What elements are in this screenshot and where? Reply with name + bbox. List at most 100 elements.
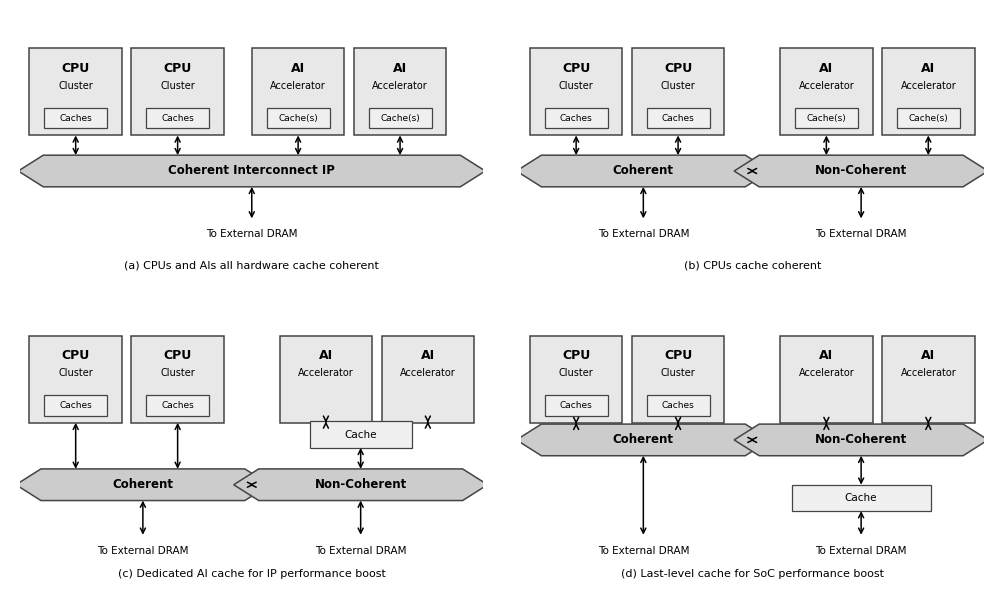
Text: Cache(s): Cache(s) — [380, 113, 419, 122]
Text: Cluster: Cluster — [559, 368, 593, 378]
Bar — [44, 107, 107, 128]
Text: Accelerator: Accelerator — [900, 81, 955, 91]
Text: Coherent: Coherent — [112, 478, 174, 491]
Text: Caches: Caches — [661, 113, 694, 122]
Text: Cluster: Cluster — [660, 81, 695, 91]
Text: Coherent: Coherent — [612, 434, 673, 446]
Text: (d) Last-level cache for SoC performance boost: (d) Last-level cache for SoC performance… — [620, 569, 883, 579]
Text: To External DRAM: To External DRAM — [597, 546, 688, 555]
Text: Cache: Cache — [344, 429, 376, 440]
Text: Cluster: Cluster — [559, 81, 593, 91]
Text: AI: AI — [291, 62, 305, 75]
Bar — [309, 421, 411, 448]
Text: Caches: Caches — [560, 401, 592, 410]
Text: (c) Dedicated AI cache for IP performance boost: (c) Dedicated AI cache for IP performanc… — [117, 569, 385, 579]
Text: Caches: Caches — [560, 113, 592, 122]
Bar — [131, 48, 224, 136]
Text: To External DRAM: To External DRAM — [814, 229, 906, 239]
Text: AI: AI — [818, 349, 832, 362]
Text: Caches: Caches — [59, 401, 92, 410]
Bar — [29, 336, 122, 423]
Bar — [146, 395, 209, 416]
Text: Caches: Caches — [161, 401, 194, 410]
Text: CPU: CPU — [663, 349, 691, 362]
Bar — [646, 395, 709, 416]
Text: Accelerator: Accelerator — [900, 368, 955, 378]
Text: Coherent Interconnect IP: Coherent Interconnect IP — [169, 165, 335, 177]
Text: To External DRAM: To External DRAM — [814, 546, 906, 555]
Bar — [267, 107, 329, 128]
Text: Cluster: Cluster — [160, 81, 195, 91]
Text: Cluster: Cluster — [160, 368, 195, 378]
Polygon shape — [516, 424, 769, 456]
Text: Cache(s): Cache(s) — [278, 113, 318, 122]
Bar — [530, 336, 622, 423]
Bar — [368, 107, 431, 128]
Polygon shape — [234, 469, 487, 500]
Bar — [779, 48, 872, 136]
Text: (b) CPUs cache coherent: (b) CPUs cache coherent — [683, 261, 820, 271]
Bar — [381, 336, 473, 423]
Text: AI: AI — [392, 62, 406, 75]
Text: Cache: Cache — [845, 493, 877, 503]
Bar — [790, 485, 930, 511]
Text: CPU: CPU — [663, 62, 691, 75]
Text: To External DRAM: To External DRAM — [315, 546, 406, 555]
Polygon shape — [516, 155, 769, 187]
Text: Non-Coherent: Non-Coherent — [814, 165, 907, 177]
Bar — [530, 48, 622, 136]
Bar — [794, 107, 857, 128]
Text: CPU: CPU — [163, 349, 192, 362]
Text: (a) CPUs and AIs all hardware cache coherent: (a) CPUs and AIs all hardware cache cohe… — [124, 261, 379, 271]
Polygon shape — [16, 469, 270, 500]
Text: Non-Coherent: Non-Coherent — [814, 434, 907, 446]
Text: Cache(s): Cache(s) — [908, 113, 947, 122]
Text: AI: AI — [420, 349, 434, 362]
Bar — [631, 336, 724, 423]
Text: Accelerator: Accelerator — [298, 368, 353, 378]
Text: AI: AI — [921, 62, 935, 75]
Bar — [544, 107, 607, 128]
Text: CPU: CPU — [562, 62, 590, 75]
Text: CPU: CPU — [562, 349, 590, 362]
Text: AI: AI — [319, 349, 333, 362]
Text: Cluster: Cluster — [660, 368, 695, 378]
Text: CPU: CPU — [163, 62, 192, 75]
Text: CPU: CPU — [61, 349, 89, 362]
Bar — [252, 48, 344, 136]
Polygon shape — [733, 424, 987, 456]
Text: Coherent: Coherent — [612, 165, 673, 177]
Bar — [881, 48, 974, 136]
Bar — [353, 48, 446, 136]
Text: Cluster: Cluster — [58, 81, 93, 91]
Bar — [131, 336, 224, 423]
Polygon shape — [733, 155, 987, 187]
Text: Caches: Caches — [161, 113, 194, 122]
Bar — [146, 107, 209, 128]
Text: Accelerator: Accelerator — [797, 368, 854, 378]
Text: Accelerator: Accelerator — [399, 368, 455, 378]
Text: Caches: Caches — [59, 113, 92, 122]
Bar — [881, 336, 974, 423]
Bar — [631, 48, 724, 136]
Text: AI: AI — [818, 62, 832, 75]
Text: Non-Coherent: Non-Coherent — [314, 478, 406, 491]
Text: Accelerator: Accelerator — [372, 81, 427, 91]
Text: Accelerator: Accelerator — [797, 81, 854, 91]
Text: CPU: CPU — [61, 62, 89, 75]
Bar — [544, 395, 607, 416]
Bar — [44, 395, 107, 416]
Text: Cache(s): Cache(s) — [805, 113, 846, 122]
Text: To External DRAM: To External DRAM — [206, 229, 297, 239]
Text: To External DRAM: To External DRAM — [597, 229, 688, 239]
Bar — [896, 107, 959, 128]
Polygon shape — [18, 155, 484, 187]
Text: Accelerator: Accelerator — [270, 81, 326, 91]
Text: AI: AI — [921, 349, 935, 362]
Bar — [779, 336, 872, 423]
Bar — [646, 107, 709, 128]
Text: Caches: Caches — [661, 401, 694, 410]
Bar — [29, 48, 122, 136]
Bar — [279, 336, 372, 423]
Text: Cluster: Cluster — [58, 368, 93, 378]
